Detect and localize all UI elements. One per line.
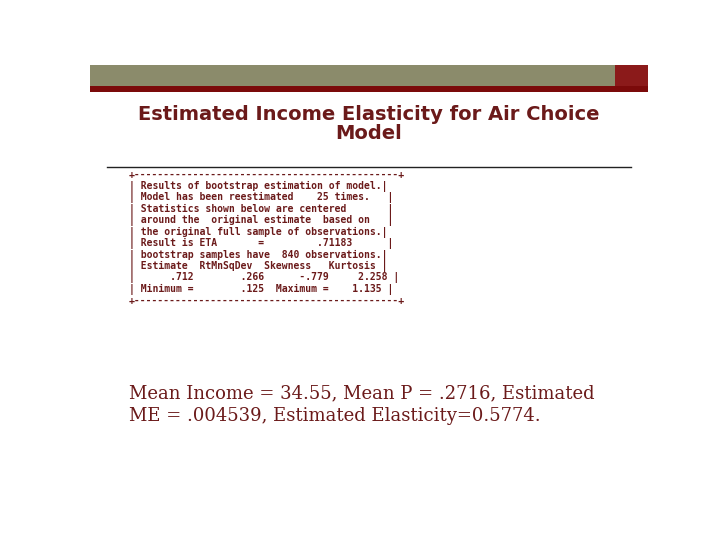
Text: | Model has been reestimated    25 times.   |: | Model has been reestimated 25 times. | [129,192,393,204]
Text: |      .712        .266      -.779     2.258 |: | .712 .266 -.779 2.258 | [129,272,400,284]
Text: | Estimate  RtMnSqDev  Skewness   Kurtosis |: | Estimate RtMnSqDev Skewness Kurtosis | [129,261,387,272]
Text: Estimated Income Elasticity for Air Choice: Estimated Income Elasticity for Air Choi… [138,105,600,124]
Text: | around the  original estimate  based on   |: | around the original estimate based on … [129,215,393,226]
Text: | the original full sample of observations.|: | the original full sample of observatio… [129,227,387,238]
Text: +---------------------------------------------+: +---------------------------------------… [129,170,405,180]
Text: ME = .004539, Estimated Elasticity=0.5774.: ME = .004539, Estimated Elasticity=0.577… [129,407,541,425]
FancyBboxPatch shape [90,65,615,86]
Text: | Result is ETA       =         .71183      |: | Result is ETA = .71183 | [129,238,393,249]
Text: Mean Income = 34.55, Mean P = .2716, Estimated: Mean Income = 34.55, Mean P = .2716, Est… [129,384,595,402]
Text: +---------------------------------------------+: +---------------------------------------… [129,296,405,306]
Text: | Results of bootstrap estimation of model.|: | Results of bootstrap estimation of mod… [129,181,387,192]
Text: | bootstrap samples have  840 observations.|: | bootstrap samples have 840 observation… [129,249,387,260]
Text: | Minimum =        .125  Maximum =    1.135 |: | Minimum = .125 Maximum = 1.135 | [129,284,393,295]
Text: | Statistics shown below are centered       |: | Statistics shown below are centered | [129,204,393,215]
Text: Model: Model [336,124,402,143]
FancyBboxPatch shape [615,65,648,86]
FancyBboxPatch shape [90,86,648,92]
